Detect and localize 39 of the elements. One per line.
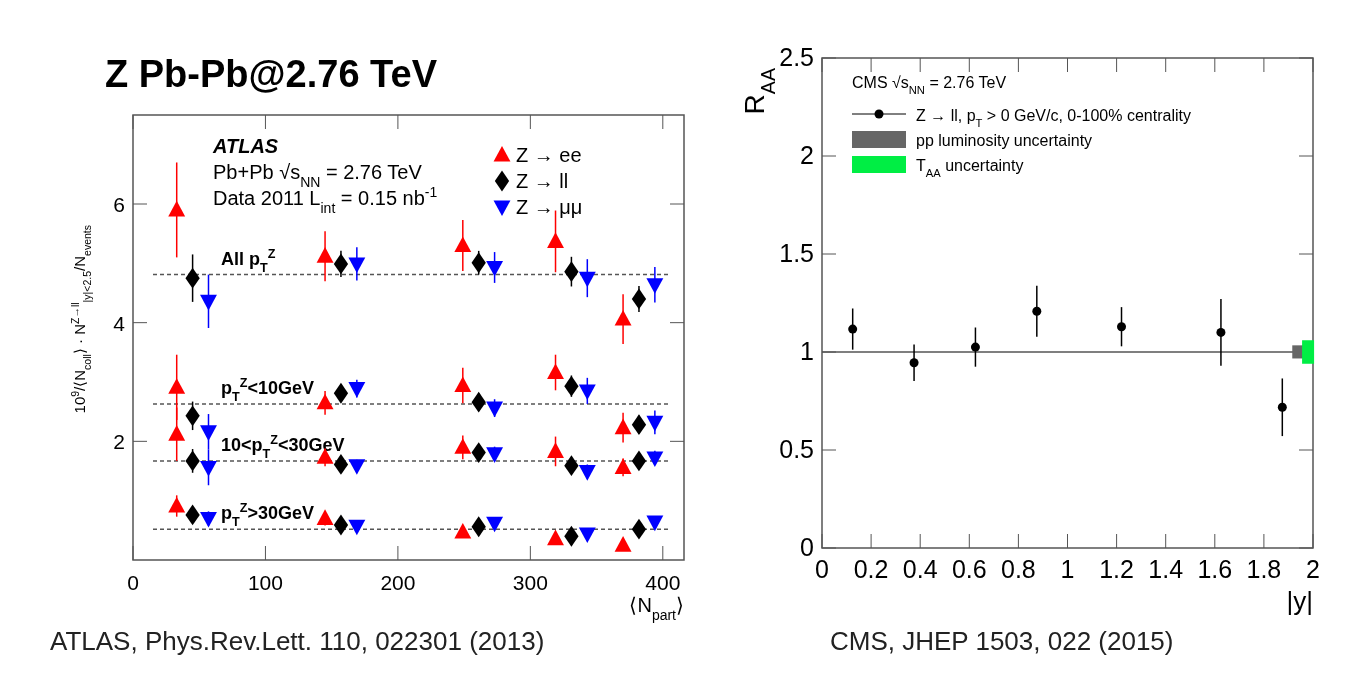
x-tick-label: 200 [380,571,416,594]
x-tick-label: 1 [1060,555,1075,583]
text: CMS, JHEP 1503, 022 (2015) [830,626,1174,656]
x-tick-label: 1.8 [1246,555,1282,583]
chart-title: Z Pb-Pb@2.76 TeV [105,53,438,95]
y-tick-label: 2 [800,141,814,169]
x-tick-label: 0.8 [1001,555,1036,583]
text: ATLAS, Phys.Rev.Lett. 110, 022301 (2013) [50,626,545,656]
y-tick-label: 6 [113,193,125,216]
annotation: ATLAS [212,135,279,157]
ref-line-label: p$_{T}$$^{Z}$<10GeV [221,375,314,404]
legend-label: Z → ll [516,170,569,192]
x-tick-label: 0.6 [951,555,987,583]
x-tick-label: 0.2 [853,555,889,583]
x-axis-title: ⟨N$_{part}$⟩ [629,594,684,623]
legend-label: Z → μμ [516,196,583,218]
x-axis-title: |y| [1286,586,1313,616]
y-tick-label: 4 [113,311,126,335]
y-tick-label: 2.5 [779,43,814,71]
y-tick-label: 0 [800,533,814,561]
y-tick-label: 1 [800,337,814,365]
y-tick-label: 0.5 [779,435,814,463]
x-tick-label: 1.2 [1099,555,1134,583]
x-tick-label: 400 [645,571,681,594]
legend-title: CMS √s$_{NN}$ = 2.76 TeV [852,74,1007,96]
legend-label: pp luminosity uncertainty [916,132,1093,149]
x-tick-label: 2 [1306,555,1320,583]
x-tick-label: 0.4 [902,555,938,583]
y-tick-label: 1.5 [779,239,814,267]
legend-label: Z → ee [516,144,582,166]
x-tick-label: 100 [247,571,283,594]
x-tick-label: 300 [512,571,548,594]
x-tick-label: 1.6 [1197,555,1233,583]
ref-line-label: p$_{T}$$^{Z}$>30GeV [221,501,314,530]
legend-label: T$_{AA}$ uncertainty [916,157,1024,179]
x-tick-label: 1.4 [1148,555,1184,583]
x-tick-label: 0 [127,571,139,594]
y-tick-label: 2 [113,430,125,454]
legend-label: Z → ll, p$_{T}$ > 0 GeV/c, 0-100% centrality [916,107,1191,129]
